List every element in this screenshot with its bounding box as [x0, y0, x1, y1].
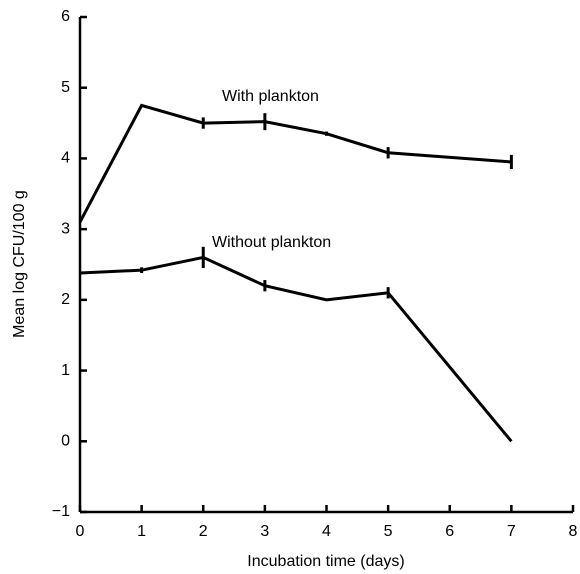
series-line	[79, 255, 513, 443]
x-tick-label: 6	[445, 523, 454, 540]
x-tick-label: 3	[260, 523, 269, 540]
y-tick-label: 5	[61, 79, 70, 96]
y-tick-label: 1	[61, 362, 70, 379]
x-tick-label: 1	[137, 523, 146, 540]
y-tick-label: 4	[61, 150, 70, 167]
y-tick-label: 0	[61, 433, 70, 450]
series-label: With plankton	[222, 88, 319, 105]
y-tick-label: 6	[61, 8, 70, 25]
x-tick-label: 5	[384, 523, 393, 540]
y-tick-label: 3	[61, 220, 70, 237]
y-axis-title: Mean log CFU/100 g	[11, 190, 28, 338]
x-tick-label: 7	[507, 523, 516, 540]
series-line	[78, 103, 512, 223]
x-tick-label: 8	[569, 523, 578, 540]
y-tick-label: −1	[52, 503, 70, 520]
y-tick-label: 2	[61, 291, 70, 308]
x-axis-title: Incubation time (days)	[247, 553, 404, 570]
x-tick-label: 4	[322, 523, 331, 540]
x-tick-label: 2	[199, 523, 208, 540]
series-label: Without plankton	[212, 234, 331, 251]
x-tick-label: 0	[76, 523, 85, 540]
